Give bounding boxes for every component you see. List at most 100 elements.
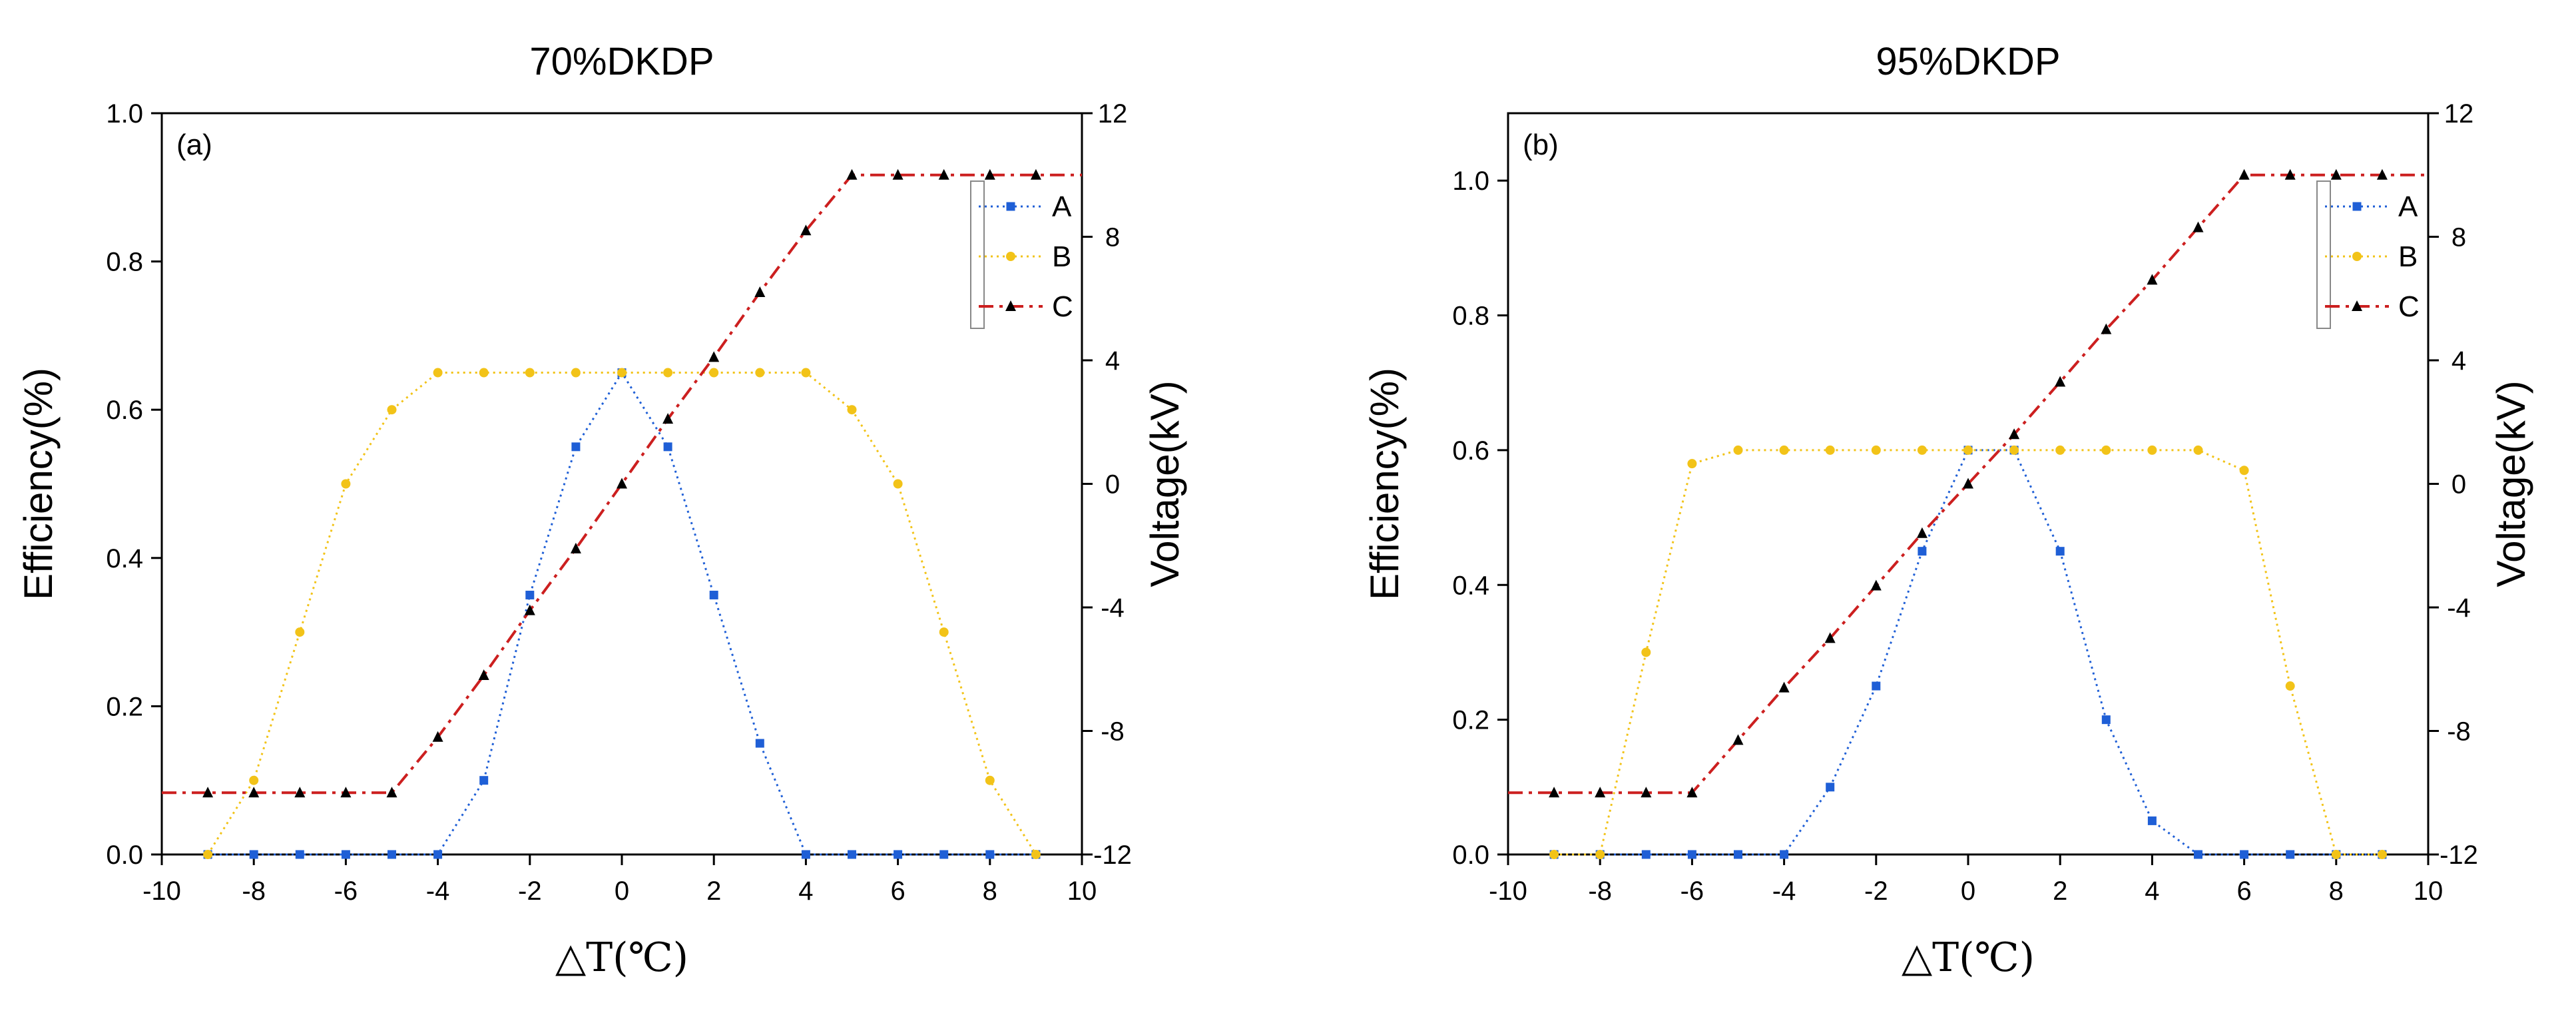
legend-marker-A <box>1006 202 1015 211</box>
data-point-C <box>2009 428 2020 440</box>
data-point-B <box>2009 445 2019 455</box>
data-point-C <box>2376 168 2388 180</box>
legend-label-A: A <box>2398 190 2418 223</box>
data-point-B <box>1595 850 1605 859</box>
data-point-C <box>708 351 720 362</box>
data-point-B <box>2377 850 2387 859</box>
data-point-B <box>617 368 627 378</box>
x-tick-label: 6 <box>890 876 905 906</box>
data-point-B <box>847 405 857 415</box>
data-point-B <box>295 627 305 637</box>
data-point-B <box>1917 445 1927 455</box>
data-point-B <box>801 368 811 378</box>
y2-tick-label: 12 <box>2444 99 2474 129</box>
series-line-A <box>208 370 1036 856</box>
data-point-C <box>248 787 260 798</box>
data-point-C <box>984 168 995 180</box>
data-point-B <box>709 368 719 378</box>
y2-tick-label: -8 <box>2447 717 2471 747</box>
data-point-B <box>387 405 397 415</box>
data-point-A <box>387 850 396 859</box>
data-point-B <box>1779 445 1789 455</box>
data-point-B <box>939 627 949 637</box>
data-point-A <box>433 850 443 859</box>
data-point-A <box>709 590 718 599</box>
data-point-A <box>848 850 856 859</box>
x-tick-label: 10 <box>2414 876 2444 906</box>
data-point-C <box>340 787 352 798</box>
data-point-A <box>663 442 672 452</box>
data-point-B <box>2285 681 2295 691</box>
y-tick-label: 0.8 <box>1452 302 1489 331</box>
data-point-A <box>2286 850 2295 859</box>
y-tick-label: 0.2 <box>1452 706 1489 735</box>
data-point-C <box>2284 168 2296 180</box>
data-point-C <box>800 224 812 236</box>
data-point-B <box>1549 850 1559 859</box>
series-line-C <box>162 173 1082 795</box>
data-point-A <box>755 739 764 748</box>
data-point-A <box>1872 681 1881 691</box>
panel-label: (b) <box>1523 129 1559 161</box>
y2-tick-label: 8 <box>1105 223 1120 252</box>
y-tick-label: 0.6 <box>1452 436 1489 466</box>
data-point-B <box>341 479 351 489</box>
data-point-B <box>985 775 995 785</box>
data-point-C <box>1686 787 1698 798</box>
data-point-C <box>2055 376 2066 387</box>
y2-tick-label: 12 <box>1098 99 1128 129</box>
data-point-C <box>524 604 535 615</box>
data-point-C <box>938 168 949 180</box>
legend-label-A: A <box>1052 190 1072 223</box>
data-point-A <box>2240 850 2249 859</box>
data-point-A <box>1641 850 1651 859</box>
data-point-B <box>1641 647 1651 657</box>
data-point-A <box>2147 816 2157 825</box>
data-point-B <box>2331 850 2341 859</box>
x-tick-label: -6 <box>334 876 358 906</box>
y-tick-label: 0.6 <box>106 396 143 425</box>
y-tick-label: 0.0 <box>106 841 143 870</box>
y2-tick-label: -4 <box>2447 593 2471 623</box>
x-tick-label: -8 <box>242 876 266 906</box>
data-point-B <box>755 368 765 378</box>
data-point-B <box>479 368 489 378</box>
data-point-A <box>801 850 810 859</box>
y-tick-label: 0.2 <box>106 692 143 721</box>
data-point-B <box>2193 445 2203 455</box>
legend: ABC <box>970 180 1073 329</box>
data-point-A <box>249 850 258 859</box>
y2-tick-label: -4 <box>1101 593 1125 623</box>
data-point-C <box>1916 527 1928 538</box>
x-tick-label: 6 <box>2236 876 2251 906</box>
series-line-A <box>1554 449 2382 856</box>
chart-title: 70%DKDP <box>529 40 714 83</box>
data-point-B <box>663 368 673 378</box>
data-point-A <box>341 850 350 859</box>
data-point-A <box>2194 850 2202 859</box>
x-tick-label: 4 <box>2145 876 2159 906</box>
legend-marker-C <box>1005 300 1016 311</box>
y2-tick-label: 0 <box>2451 470 2466 500</box>
data-point-A <box>571 442 581 452</box>
legend-frame <box>970 180 985 329</box>
legend-label-B: B <box>1052 240 1071 273</box>
data-point-C <box>1870 579 1882 591</box>
x-tick-label: -4 <box>426 876 450 906</box>
data-point-C <box>1641 787 1652 798</box>
x-tick-label: 4 <box>798 876 813 906</box>
data-point-C <box>1963 478 1973 489</box>
x-tick-label: -10 <box>1489 876 1527 906</box>
x-tick-label: 0 <box>615 876 629 906</box>
legend-label-C: C <box>2398 290 2420 323</box>
data-point-C <box>2101 323 2112 334</box>
data-point-B <box>2239 466 2249 476</box>
y2-axis-label: Voltage(kV) <box>1143 380 1187 587</box>
data-point-C <box>2192 221 2204 232</box>
data-point-A <box>479 776 489 785</box>
y-tick-label: 0.4 <box>106 544 143 573</box>
data-point-C <box>386 787 397 798</box>
data-point-A <box>295 850 304 859</box>
data-point-C <box>1778 681 1790 693</box>
